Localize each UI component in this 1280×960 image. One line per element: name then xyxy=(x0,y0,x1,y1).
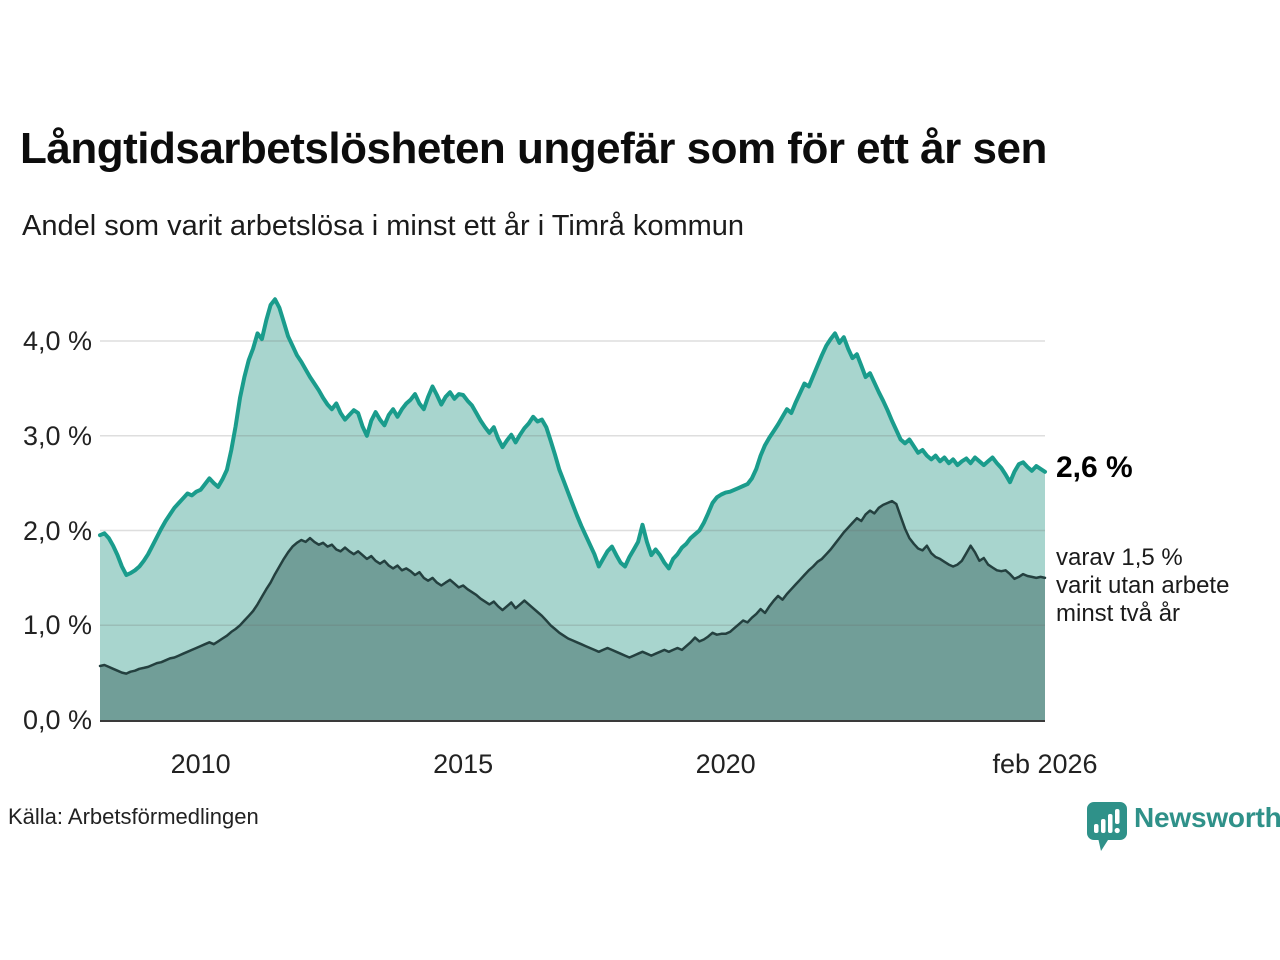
page-subtitle: Andel som varit arbetslösa i minst ett å… xyxy=(22,210,745,242)
page-title: Långtidsarbetslösheten ungefär som för e… xyxy=(20,124,1047,173)
y-tick-label: 0,0 % xyxy=(22,705,92,735)
brand-name: Newsworthy xyxy=(1134,802,1280,833)
source-note: Källa: Arbetsförmedlingen xyxy=(8,804,259,829)
line-two-year-series xyxy=(98,499,1047,675)
newsworthy-logo-icon xyxy=(1087,802,1127,851)
gridlines xyxy=(100,340,1045,626)
y-tick-label: 3,0 % xyxy=(22,420,92,451)
annotation-line-1: varav 1,5 % xyxy=(1056,544,1183,571)
latest-value-label: 2,6 % xyxy=(1056,451,1133,484)
y-tick-label: 1,0 % xyxy=(22,610,92,641)
x-tick-label: feb 2026 xyxy=(992,749,1098,779)
x-tick-label: 2010 xyxy=(170,749,231,779)
annotation-line-2: varit utan arbete xyxy=(1056,572,1230,599)
y-tick-label: 2,0 % xyxy=(22,515,92,546)
line-total-series xyxy=(98,297,1047,577)
two-year-value-annotation: varav 1,5 % varit utan arbete minst två … xyxy=(1056,544,1229,628)
x-tick-label: 2020 xyxy=(695,749,756,779)
x-tick-label: 2015 xyxy=(433,749,494,779)
newsworthy-brand: Newsworthy xyxy=(1086,800,1280,856)
y-tick-label: 4,0 % xyxy=(22,326,92,356)
annotation-line-3: minst två år xyxy=(1056,600,1181,627)
area-fill-two-year-series xyxy=(100,501,1045,720)
